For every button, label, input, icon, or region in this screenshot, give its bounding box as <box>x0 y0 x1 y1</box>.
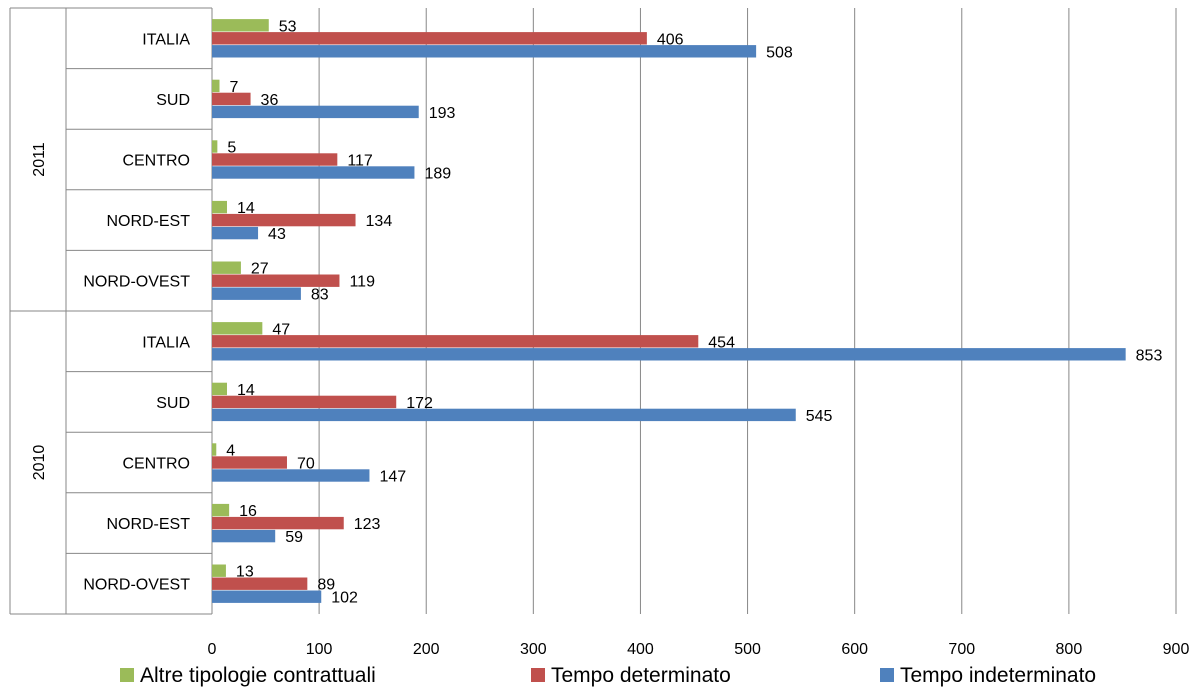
data-label: 14 <box>237 382 255 399</box>
bar <box>212 166 415 179</box>
category-label: ITALIA <box>142 334 190 351</box>
bar <box>212 274 340 287</box>
data-label: 189 <box>424 166 451 183</box>
x-tick-label: 0 <box>208 641 217 658</box>
bar <box>212 516 344 530</box>
bar <box>212 79 220 93</box>
data-label: 172 <box>406 395 433 412</box>
category-label: SUD <box>156 395 190 412</box>
bar <box>212 105 419 119</box>
data-labels: 5340650873619351171891413443271198347454… <box>226 18 1162 606</box>
data-label: 14 <box>237 200 255 217</box>
group-label: 2010 <box>31 445 48 481</box>
bar <box>212 443 217 456</box>
legend-label: Altre tipologie contrattuali <box>140 664 376 687</box>
data-label: 13 <box>236 564 254 581</box>
bar <box>212 19 269 32</box>
bar <box>212 153 338 166</box>
data-label: 117 <box>347 153 373 170</box>
data-label: 545 <box>806 408 833 425</box>
bar <box>212 92 251 106</box>
x-tick-label: 400 <box>627 641 654 658</box>
category-label: NORD-OVEST <box>83 577 190 594</box>
x-tick-label: 200 <box>413 641 440 658</box>
bar <box>212 564 226 577</box>
data-label: 4 <box>226 443 235 460</box>
data-label: 36 <box>261 92 279 109</box>
data-label: 454 <box>708 334 735 351</box>
x-tick-label: 800 <box>1056 641 1083 658</box>
data-label: 16 <box>239 503 257 520</box>
data-label: 53 <box>279 18 297 35</box>
bar <box>212 590 322 603</box>
legend-label: Tempo indeterminato <box>900 664 1096 687</box>
x-tick-label: 600 <box>841 641 868 658</box>
data-label: 27 <box>251 261 269 278</box>
gridlines <box>318 8 1177 614</box>
bar <box>212 226 259 240</box>
bar <box>212 287 301 300</box>
data-label: 193 <box>429 105 456 122</box>
category-label: CENTRO <box>122 456 190 473</box>
data-label: 406 <box>657 31 684 48</box>
bar <box>212 577 308 590</box>
data-label: 147 <box>379 469 406 486</box>
bars <box>212 19 1126 603</box>
x-tick-label: 900 <box>1163 641 1190 658</box>
data-label: 70 <box>297 456 315 473</box>
data-label: 853 <box>1136 347 1163 364</box>
legend-swatch <box>531 668 545 682</box>
x-tick-label: 700 <box>948 641 975 658</box>
axes: 0 100 200 300 400 500 600 700 800 900 ITALIA SUD CEN… <box>9 7 1190 658</box>
bar <box>212 348 1126 361</box>
bar <box>212 469 370 482</box>
data-label: 102 <box>331 590 358 607</box>
bar <box>212 408 796 422</box>
bar <box>212 395 397 409</box>
data-label: 83 <box>311 287 329 304</box>
data-label: 89 <box>317 577 335 594</box>
data-label: 47 <box>272 321 290 338</box>
bar <box>212 213 356 227</box>
x-tick-label: 300 <box>520 641 547 658</box>
bar <box>212 32 647 45</box>
bar <box>212 261 241 274</box>
category-label: ITALIA <box>142 31 190 48</box>
data-label: 123 <box>354 516 381 533</box>
bar <box>212 140 218 153</box>
legend: Altre tipologie contrattuali Tempo determ… <box>120 664 1096 687</box>
category-label: NORD-EST <box>106 516 190 533</box>
bar <box>212 200 227 214</box>
data-label: 7 <box>229 79 238 96</box>
category-label: NORD-EST <box>106 213 190 230</box>
bar <box>212 335 699 348</box>
bar <box>212 382 227 396</box>
bar <box>212 503 230 517</box>
category-label: NORD-OVEST <box>83 274 190 291</box>
legend-swatch <box>880 668 894 682</box>
bar <box>212 322 263 335</box>
bar <box>212 529 276 543</box>
data-label: 5 <box>227 140 236 157</box>
legend-swatch <box>120 668 134 682</box>
category-label: SUD <box>156 92 190 109</box>
data-label: 59 <box>285 529 303 546</box>
x-tick-label: 100 <box>306 641 333 658</box>
legend-label: Tempo determinato <box>551 664 731 687</box>
group-label: 2011 <box>31 142 48 177</box>
data-label: 508 <box>766 44 793 61</box>
bar <box>212 456 287 469</box>
data-label: 134 <box>366 213 393 230</box>
data-label: 119 <box>349 274 375 291</box>
bar <box>212 45 757 58</box>
x-tick-label: 500 <box>734 641 761 658</box>
data-label: 43 <box>268 226 286 243</box>
category-label: CENTRO <box>122 153 190 170</box>
